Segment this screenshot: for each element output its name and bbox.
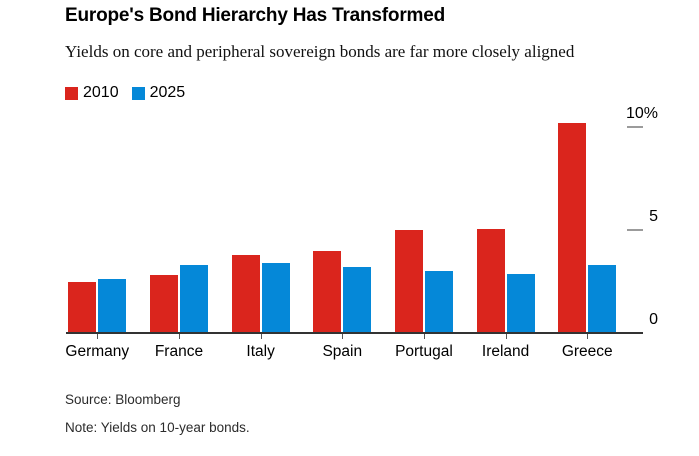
legend-label-2010: 2010 — [83, 84, 119, 101]
bar-2010-greece — [558, 122, 587, 333]
bar-2010-ireland — [476, 228, 505, 333]
footnote: Note: Yields on 10-year bonds. — [65, 420, 250, 435]
y-axis-tick-5 — [627, 229, 643, 231]
bar-2025-ireland — [506, 274, 535, 333]
bar-2010-spain — [313, 250, 342, 333]
bar-2010-italy — [231, 254, 260, 333]
x-axis-tick-portugal — [423, 334, 425, 339]
y-tick-label-0: 0 — [649, 311, 658, 328]
legend-label-2025: 2025 — [149, 84, 186, 101]
y-tick-label-5: 5 — [649, 208, 658, 225]
chart-subtitle: Yields on core and peripheral sovereign … — [65, 42, 575, 61]
legend-swatch-2025 — [131, 86, 145, 100]
legend-item-2025: 2025 — [131, 84, 186, 102]
x-label-portugal: Portugal — [395, 343, 453, 360]
legend: 2010 2025 — [65, 84, 185, 102]
bar-2010-portugal — [394, 230, 423, 333]
x-label-spain: Spain — [322, 343, 363, 360]
legend-item-2010: 2010 — [65, 84, 119, 102]
x-axis-tick-france — [178, 334, 180, 339]
bar-2025-greece — [588, 265, 617, 333]
bar-2025-france — [179, 265, 208, 333]
x-label-greece: Greece — [561, 343, 613, 360]
x-label-ireland: Ireland — [481, 343, 530, 360]
x-label-italy: Italy — [246, 343, 275, 360]
x-axis-tick-spain — [342, 334, 344, 339]
x-label-france: France — [154, 343, 204, 360]
bar-2010-germany — [68, 281, 97, 333]
y-axis-tick-10 — [627, 126, 643, 128]
x-axis-line — [66, 332, 643, 334]
bar-2025-italy — [261, 262, 290, 333]
legend-swatch-2010 — [65, 86, 78, 100]
x-axis-tick-ireland — [505, 334, 507, 339]
chart-title: Europe's Bond Hierarchy Has Transformed — [65, 5, 445, 26]
bar-2025-spain — [343, 267, 372, 333]
x-axis-tick-germany — [97, 334, 99, 339]
x-axis-tick-italy — [260, 334, 262, 339]
y-tick-label-10: 10% — [625, 105, 658, 122]
bar-2025-germany — [98, 279, 127, 333]
bar-2025-portugal — [424, 271, 453, 333]
x-label-germany: Germany — [65, 343, 130, 360]
x-axis-tick-greece — [587, 334, 589, 339]
bar-2010-france — [149, 275, 178, 333]
source-note: Source: Bloomberg — [65, 392, 181, 407]
